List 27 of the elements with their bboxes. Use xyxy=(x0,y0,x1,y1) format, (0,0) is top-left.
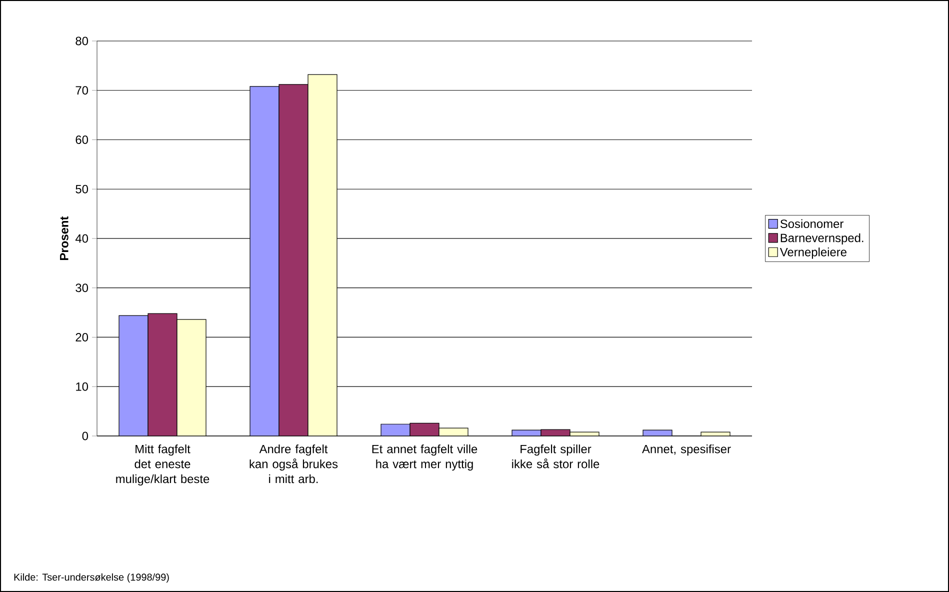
x-tick-label: Mitt fagfelt det eneste mulige/klart beste xyxy=(116,444,210,486)
y-axis-title: Prosent xyxy=(60,216,68,260)
bar xyxy=(176,319,206,436)
bar xyxy=(148,313,178,436)
y-tick-label: 30 xyxy=(76,284,88,292)
x-tick-label: Annet, spesifiser xyxy=(642,444,731,456)
x-tick-label: Fagfelt spiller ikke så stor rolle xyxy=(512,444,600,468)
y-tick-label: 10 xyxy=(76,382,88,391)
y-tick-label: 0 xyxy=(82,432,88,440)
bar xyxy=(410,423,440,436)
text: Kilde: Tser-undersøkelse (1998/99) xyxy=(14,573,169,583)
x-tick-label: Et annet fagfelt ville ha vært mer nyttig xyxy=(372,444,478,471)
y-tick-label: 40 xyxy=(75,234,88,243)
bar xyxy=(278,84,308,436)
bar xyxy=(250,86,280,436)
bar xyxy=(118,315,148,436)
bar xyxy=(381,424,410,436)
y-tick-label: 50 xyxy=(76,184,88,194)
y-tick-label: 20 xyxy=(76,333,88,342)
y-tick-label: 70 xyxy=(76,86,88,95)
y-tick-label: 80 xyxy=(76,36,88,46)
bar xyxy=(308,74,338,436)
y-tick-label: 60 xyxy=(76,136,88,144)
legend-label: Vernepleiere xyxy=(780,248,846,259)
x-tick-label: Andre fagfelt kan også brukes i mitt arb. xyxy=(250,444,338,484)
legend-label: Barnevernsped. xyxy=(780,233,864,245)
legend-label: Sosionomer xyxy=(780,219,844,228)
